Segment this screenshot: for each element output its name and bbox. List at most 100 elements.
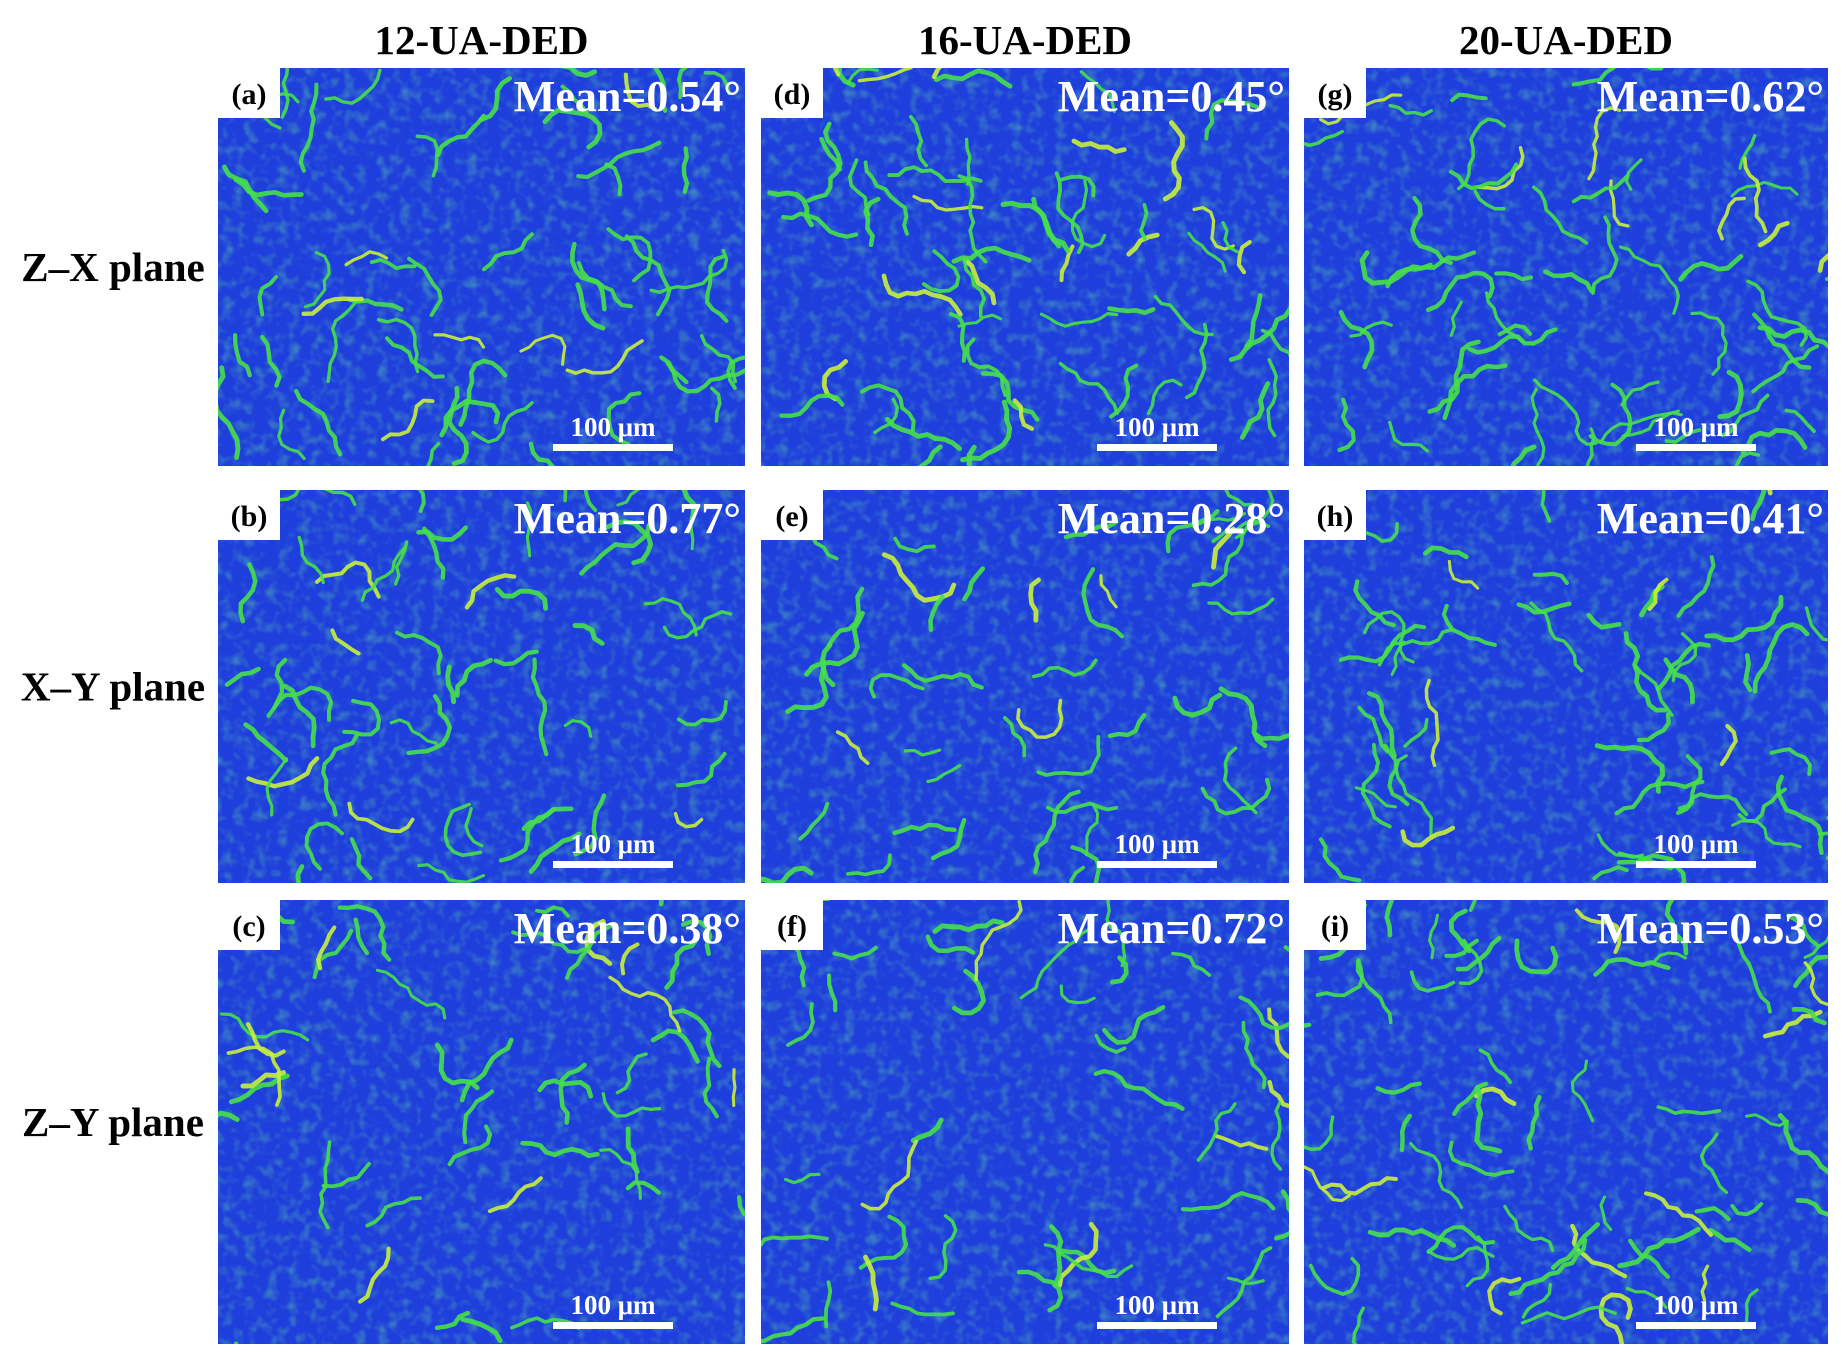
substructure — [1647, 577, 1669, 611]
substructure — [1614, 779, 1705, 816]
substructure — [316, 925, 337, 971]
substructure — [1618, 245, 1680, 315]
panel-label: (b) — [231, 500, 268, 533]
substructure — [1192, 205, 1235, 251]
substructure — [673, 811, 704, 829]
substructure — [1028, 577, 1041, 623]
map-noise — [218, 490, 745, 883]
mean-value: Mean=0.72° — [1058, 904, 1285, 953]
substructure — [887, 165, 983, 184]
map-content — [1304, 490, 1828, 883]
substructure — [1070, 179, 1107, 249]
scale-bar — [1636, 444, 1756, 451]
panel-label-box — [1304, 68, 1366, 118]
substructure — [675, 751, 727, 788]
substructure — [1267, 1007, 1289, 1059]
substructure — [1139, 202, 1149, 241]
substructure — [1616, 853, 1687, 883]
scale-bar-label: 100 μm — [1114, 1290, 1200, 1320]
panel-label: (c) — [232, 910, 265, 943]
substructure — [1742, 156, 1768, 234]
substructure — [681, 490, 696, 516]
substructure — [964, 137, 972, 186]
substructure — [1571, 68, 1617, 87]
substructure — [890, 1301, 955, 1317]
substructure — [357, 1246, 391, 1304]
substructure — [1071, 138, 1127, 154]
substructure — [881, 273, 963, 317]
substructure — [1016, 698, 1064, 739]
substructure — [1204, 98, 1259, 141]
substructure — [893, 536, 936, 554]
substructure — [1236, 240, 1252, 275]
kam-map: (a) Mean=0.54° 100 μm — [218, 68, 745, 466]
substructure — [784, 1172, 821, 1185]
substructure — [1762, 1009, 1823, 1039]
substructure — [1757, 220, 1790, 248]
substructure — [1533, 378, 1598, 446]
substructure — [443, 802, 483, 858]
substructure — [238, 562, 258, 624]
column-header: 20-UA-DED — [1459, 17, 1673, 63]
substructure — [1625, 1286, 1668, 1309]
mean-value: Mean=0.53° — [1597, 904, 1824, 953]
substructure — [1162, 120, 1185, 202]
substructure — [394, 630, 443, 676]
kam-map: (b) Mean=0.77° 100 μm — [218, 490, 745, 883]
substructure — [1427, 913, 1440, 960]
row-label: Z–Y plane — [22, 1099, 204, 1145]
substructure — [1719, 723, 1738, 767]
substructure — [624, 234, 672, 317]
substructure — [858, 1214, 909, 1270]
substructure — [1063, 519, 1119, 540]
substructure — [277, 490, 357, 507]
substructure — [804, 610, 865, 677]
substructure — [1400, 825, 1456, 848]
substructure — [832, 945, 878, 961]
scale-bar-label: 100 μm — [570, 1290, 656, 1320]
scale-bar-label: 100 μm — [1653, 412, 1739, 442]
substructure — [620, 942, 640, 976]
substructure — [1586, 612, 1622, 630]
substructure — [932, 918, 1005, 934]
substructure — [1039, 312, 1119, 328]
substructure — [1474, 1085, 1503, 1154]
mean-value: Mean=0.45° — [1058, 72, 1285, 121]
panel-label: (f) — [777, 910, 807, 943]
panel-label: (h) — [1317, 500, 1354, 533]
mean-value: Mean=0.38° — [514, 904, 741, 953]
substructure — [1786, 913, 1821, 949]
substructure — [417, 863, 486, 883]
substructure — [330, 628, 361, 656]
map-content — [1304, 68, 1828, 466]
substructure — [1424, 678, 1440, 768]
substructure — [462, 1089, 495, 1145]
panel-label-box — [1304, 900, 1366, 950]
substructure — [863, 1254, 879, 1312]
mean-value: Mean=0.41° — [1597, 494, 1824, 543]
substructure — [835, 730, 870, 766]
substructure — [649, 248, 729, 294]
scale-bar-label: 100 μm — [1653, 1290, 1739, 1320]
substructure — [1656, 1105, 1722, 1116]
map-content — [218, 900, 745, 1344]
substructure — [1388, 103, 1433, 117]
substructure — [1690, 311, 1728, 376]
substructure — [1458, 938, 1484, 986]
substructure — [1623, 631, 1668, 713]
substructure — [1043, 1243, 1134, 1279]
substructure — [863, 196, 881, 248]
substructure — [909, 114, 928, 168]
substructure — [294, 388, 343, 457]
substructure — [1081, 567, 1125, 639]
kam-map: (g) Mean=0.62° 100 μm — [1304, 68, 1828, 466]
substructure — [226, 1045, 282, 1107]
substructure — [460, 1316, 503, 1344]
substructure — [1049, 1224, 1064, 1288]
substructure — [447, 1124, 493, 1167]
substructure — [260, 334, 282, 388]
substructure — [1743, 653, 1753, 693]
scale-bar-label: 100 μm — [1653, 829, 1739, 859]
substructure — [1107, 306, 1156, 316]
substructure — [1730, 1202, 1764, 1217]
